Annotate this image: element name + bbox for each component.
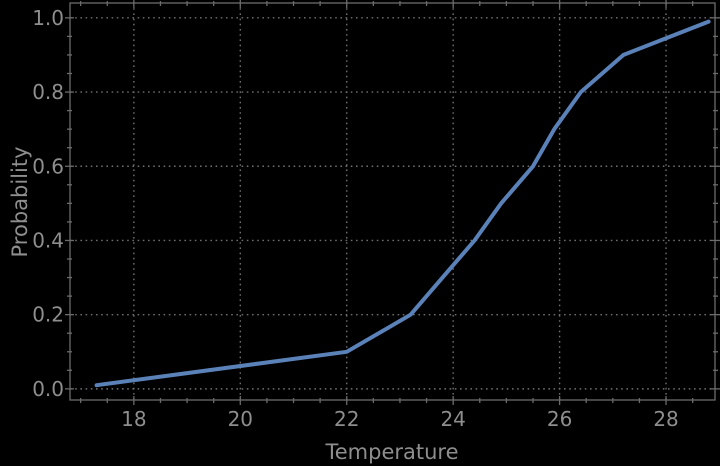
x-tick-label: 26 bbox=[547, 407, 572, 431]
x-tick-label: 28 bbox=[653, 407, 678, 431]
tick-label-layer: 18 20 22 24 26 28 0.0 0.2 0.4 0.6 0.8 1.0 bbox=[32, 6, 679, 431]
y-axis-label: Probability bbox=[8, 146, 32, 257]
y-tick-label: 0.8 bbox=[32, 80, 64, 104]
x-tick-label: 20 bbox=[228, 407, 253, 431]
x-tick-label: 24 bbox=[440, 407, 465, 431]
y-tick-label: 0.6 bbox=[32, 154, 64, 178]
plot-border bbox=[69, 2, 716, 401]
x-axis-label: Temperature bbox=[324, 440, 458, 464]
y-tick-label: 0.4 bbox=[32, 228, 64, 252]
x-tick-label: 22 bbox=[334, 407, 359, 431]
tick-layer bbox=[65, 0, 720, 405]
probability-curve bbox=[94, 19, 711, 388]
grid-layer bbox=[70, 3, 715, 400]
y-tick-label: 0.0 bbox=[32, 377, 64, 401]
y-tick-label: 0.2 bbox=[32, 303, 64, 327]
x-tick-label: 18 bbox=[121, 407, 146, 431]
series-layer bbox=[94, 19, 711, 388]
y-tick-label: 1.0 bbox=[32, 6, 64, 30]
